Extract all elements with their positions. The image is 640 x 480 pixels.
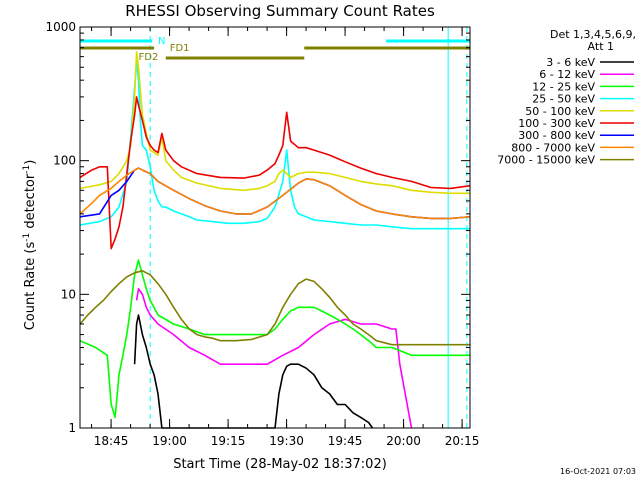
series-line — [79, 167, 471, 220]
legend-entry-label: 12 - 25 keV — [532, 80, 595, 93]
series-line — [79, 270, 470, 346]
y-axis-title: Count Rate (s-1 detector-1) — [22, 160, 38, 331]
plot-area: N FD1 FD2 — [79, 27, 471, 429]
y-tick-label: 1 — [68, 421, 76, 435]
x-tick-label: 19:15 — [211, 434, 246, 448]
x-tick-label: 20:15 — [445, 434, 480, 448]
legend-entry-label: 100 - 300 keV — [518, 117, 595, 130]
y-axis-ticks: 1 10 100 1000 — [45, 20, 470, 435]
legend-entry-label: 6 - 12 keV — [539, 68, 595, 81]
y-tick-label: 10 — [61, 287, 76, 301]
legend: Det 1,3,4,5,6,9, Att 1 — [550, 28, 636, 53]
x-axis-ticks: 18:45 19:00 19:15 19:30 19:45 20:00 20:15 — [91, 27, 480, 448]
footer-timestamp: 16-Oct-2021 07:03 — [560, 467, 636, 476]
x-tick-label: 19:30 — [269, 434, 304, 448]
legend-entry-label: 50 - 100 keV — [525, 105, 595, 118]
legend-entry-label: 25 - 50 keV — [532, 93, 595, 106]
series-line — [79, 96, 471, 250]
series-line — [135, 288, 413, 429]
y-tick-label: 100 — [53, 154, 76, 168]
annotation-label: N — [158, 36, 165, 47]
legend-header-line-2: Att 1 — [588, 40, 614, 53]
legend-header-line-1: Det 1,3,4,5,6,9, — [550, 28, 636, 41]
series-line — [79, 259, 470, 419]
legend-entry-label: 3 - 6 keV — [546, 56, 595, 69]
annotation-label: FD1 — [170, 43, 190, 54]
legend-entry-label: 7000 - 15000 keV — [497, 154, 595, 167]
y-tick-label: 1000 — [45, 20, 76, 34]
chart-title: RHESSI Observing Summary Count Rates — [125, 2, 435, 20]
annotation-label: FD2 — [139, 52, 159, 63]
x-tick-label: 18:45 — [94, 434, 129, 448]
legend-entry-label: 800 - 7000 keV — [511, 141, 595, 154]
series-line — [133, 314, 374, 429]
x-tick-label: 19:00 — [152, 434, 187, 448]
legend-entry-label: 300 - 800 keV — [518, 129, 595, 142]
x-tick-label: 19:45 — [328, 434, 363, 448]
x-axis-title: Start Time (28-May-02 18:37:02) — [173, 457, 387, 472]
series-line — [79, 51, 470, 195]
x-tick-label: 20:00 — [386, 434, 421, 448]
plot-frame — [79, 26, 471, 429]
